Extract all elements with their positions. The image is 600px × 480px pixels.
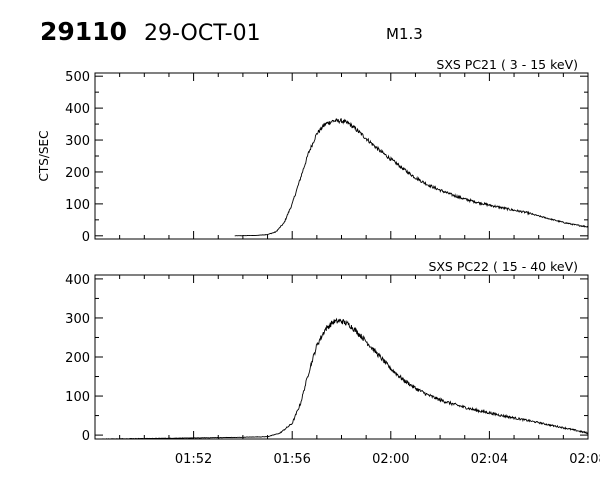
x-tick-label: 02:00 <box>372 452 409 467</box>
x-tick-label: 02:08 <box>569 452 600 467</box>
y-tick-label: 300 <box>65 134 90 149</box>
event-date: 29-OCT-01 <box>144 21 261 46</box>
y-tick-label: 0 <box>82 429 90 444</box>
y-tick-label: 200 <box>65 166 90 181</box>
y-tick-label: 200 <box>65 351 90 366</box>
x-tick-label: 01:56 <box>273 452 310 467</box>
panel-2: SXS PC22 ( 15 - 40 keV) 0 100 200 300 400 01:5… <box>65 259 600 467</box>
y-tick-label: 0 <box>82 230 90 245</box>
y-tick-label: 100 <box>65 390 90 405</box>
series-line-1 <box>95 317 589 440</box>
event-id: 29110 <box>40 17 127 46</box>
y-tick-label: 400 <box>65 102 90 117</box>
series-line-1 <box>234 118 589 237</box>
flare-class: M1.3 <box>386 25 423 43</box>
x-tick-label: 01:52 <box>175 452 212 467</box>
panel-title: SXS PC22 ( 15 - 40 keV) <box>428 259 578 274</box>
chart-panels: SXS PC21 ( 3 - 15 keV) 0 100 200 300 400 500 CT… <box>37 57 600 467</box>
panel-title: SXS PC21 ( 3 - 15 keV) <box>436 57 578 72</box>
panel-1: SXS PC21 ( 3 - 15 keV) 0 100 200 300 400 500 CT… <box>37 57 589 245</box>
y-axis-label: CTS/SEC <box>37 131 51 182</box>
x-tick-label: 02:04 <box>471 452 508 467</box>
y-tick-label: 100 <box>65 198 90 213</box>
y-tick-label: 300 <box>65 312 90 327</box>
panel-frame <box>94 274 589 440</box>
panel-frame <box>94 72 589 240</box>
y-tick-label: 500 <box>65 70 90 85</box>
y-tick-label: 400 <box>65 273 90 288</box>
